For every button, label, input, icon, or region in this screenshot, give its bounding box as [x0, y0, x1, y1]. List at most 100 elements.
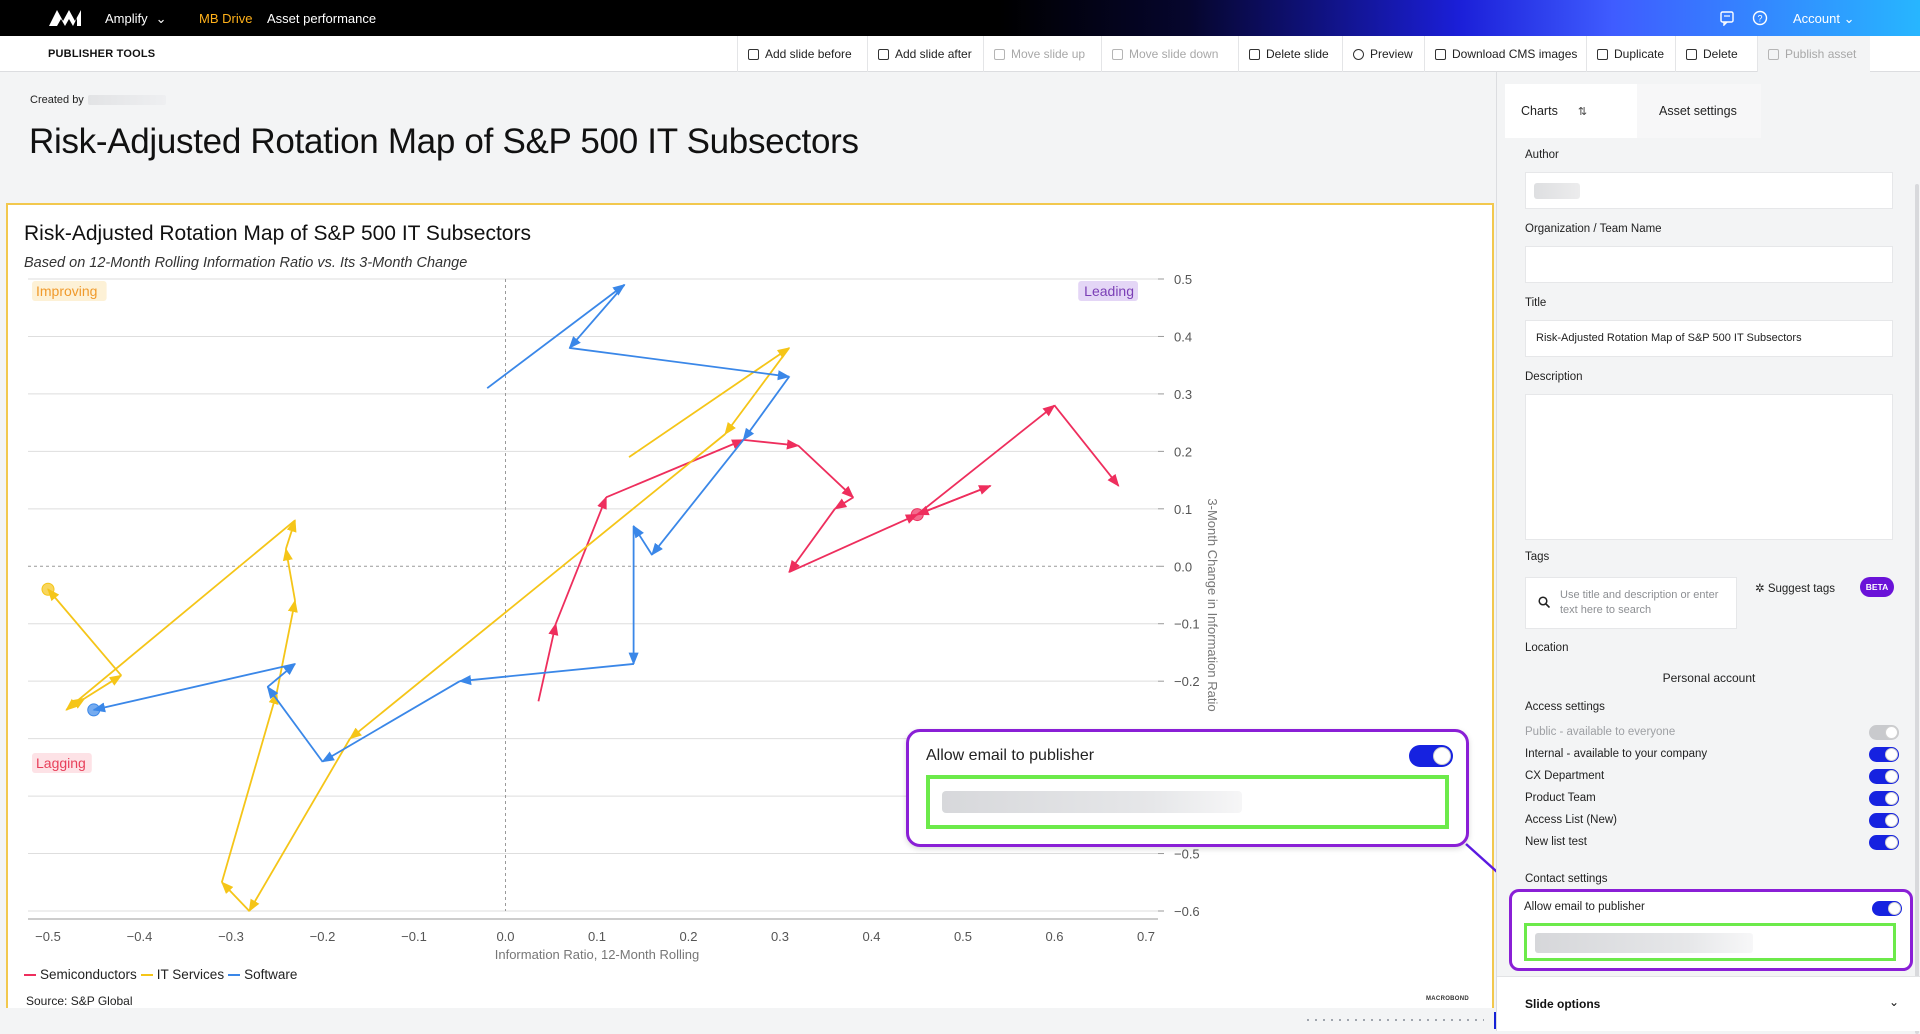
- rotation-map-chart: 0.5 0.4 0.3 0.2 0.1 0.0 −0.1 −0.2 −0.3 −0.4 −0.5 −0…: [28, 272, 1220, 962]
- access-cx-label: CX Department: [1525, 770, 1605, 782]
- nav-amplify[interactable]: Amplify ⌄: [105, 11, 167, 27]
- access-list-new-toggle[interactable]: [1869, 813, 1899, 828]
- redacted-email: [1535, 933, 1753, 953]
- x-tick-label: 0.3: [771, 929, 789, 944]
- slide-pager-dots[interactable]: [1304, 1019, 1484, 1021]
- delete-slide-button[interactable]: Delete slide: [1238, 36, 1342, 72]
- y-tick-label: 0.1: [1174, 502, 1192, 517]
- tab-asset-settings[interactable]: Asset settings: [1637, 84, 1761, 138]
- series-segment-it-services: [275, 599, 298, 693]
- publish-icon: [1768, 48, 1779, 60]
- nav-amplify-label: Amplify: [105, 11, 148, 26]
- slide-options-label: Slide options: [1525, 997, 1601, 1011]
- delete-slide-icon: [1249, 48, 1260, 60]
- panel-scrollbar[interactable]: [1915, 184, 1919, 1034]
- callout-allow-email-toggle[interactable]: [1409, 745, 1453, 767]
- access-public-toggle[interactable]: [1869, 725, 1899, 740]
- legend-label: IT Services: [156, 967, 225, 982]
- publish-asset-button[interactable]: Publish asset: [1757, 36, 1870, 72]
- nav-mb-drive[interactable]: MB Drive: [199, 11, 253, 26]
- chart-slide[interactable]: Risk-Adjusted Rotation Map of S&P 500 IT…: [6, 203, 1494, 1008]
- title-field[interactable]: Risk-Adjusted Rotation Map of S&P 500 IT…: [1525, 320, 1893, 357]
- y-tick-label: −0.1: [1174, 617, 1200, 632]
- x-tick-label: −0.1: [401, 929, 427, 944]
- add-slide-icon: [748, 48, 759, 60]
- series-segment-it-services: [65, 697, 86, 711]
- series-segment-semiconductors: [833, 496, 854, 510]
- series-segment-it-services: [47, 588, 122, 677]
- scroll-indicator: [1494, 1012, 1497, 1029]
- add-slide-after-button[interactable]: Add slide after: [867, 36, 983, 72]
- series-segment-software: [651, 439, 745, 556]
- tab-charts[interactable]: Charts ⇅: [1505, 84, 1637, 138]
- suggest-tags-button[interactable]: ✲ Suggest tags: [1755, 581, 1835, 595]
- delete-button[interactable]: Delete: [1675, 36, 1757, 72]
- org-field[interactable]: [1525, 246, 1893, 283]
- move-slide-up-button[interactable]: Move slide up: [983, 36, 1101, 72]
- series-segment-it-services: [220, 691, 279, 883]
- preview-label: Preview: [1370, 47, 1413, 61]
- download-cms-images-label: Download CMS images: [1452, 47, 1578, 61]
- x-tick-label: 0.7: [1137, 929, 1155, 944]
- description-label: Description: [1525, 371, 1583, 383]
- help-icon[interactable]: ?: [1752, 10, 1768, 26]
- legend-swatch: [24, 974, 36, 977]
- contact-email-field[interactable]: [1524, 923, 1896, 961]
- publisher-toolbar: PUBLISHER TOOLS Add slide before Add sli…: [0, 36, 1920, 72]
- redacted-author: [87, 95, 166, 106]
- access-cx-toggle[interactable]: [1869, 769, 1899, 784]
- location-value[interactable]: Personal account: [1662, 671, 1756, 685]
- legend-label: Semiconductors: [40, 967, 137, 982]
- legend-label: Software: [244, 967, 298, 982]
- y-tick-label: −0.5: [1174, 847, 1200, 862]
- callout-email-field[interactable]: [926, 775, 1449, 829]
- account-label: Account: [1793, 11, 1840, 26]
- sort-icon[interactable]: ⇅: [1577, 105, 1588, 118]
- title-label: Title: [1525, 297, 1547, 309]
- add-slide-before-button[interactable]: Add slide before: [737, 36, 867, 72]
- description-field[interactable]: [1525, 394, 1893, 540]
- legend-item-software: Software: [228, 967, 297, 982]
- preview-button[interactable]: Preview: [1342, 36, 1424, 72]
- x-tick-label: −0.2: [310, 929, 336, 944]
- series-latest-point-semiconductors: [910, 508, 924, 522]
- tags-search-input[interactable]: Use title and description or enter text …: [1525, 577, 1737, 629]
- author-field[interactable]: [1525, 172, 1893, 209]
- move-slide-up-label: Move slide up: [1011, 47, 1086, 61]
- move-slide-down-button[interactable]: Move slide down: [1101, 36, 1238, 72]
- tab-charts-label: Charts: [1521, 104, 1558, 118]
- duplicate-icon: [1597, 48, 1608, 60]
- series-segment-semiconductors: [916, 404, 1056, 516]
- feedback-icon[interactable]: [1719, 10, 1735, 26]
- series-segment-it-services: [282, 547, 296, 601]
- access-settings-label: Access settings: [1525, 701, 1605, 713]
- access-product-toggle[interactable]: [1869, 791, 1899, 806]
- page-title: Risk-Adjusted Rotation Map of S&P 500 IT…: [29, 122, 859, 161]
- sparkle-icon: ✲: [1755, 583, 1765, 595]
- y-axis-label: 3-Month Change in Information Ratio: [1205, 498, 1220, 711]
- chart-source: Source: S&P Global: [26, 994, 133, 1008]
- series-segment-software: [742, 376, 790, 441]
- access-new-list-toggle[interactable]: [1869, 835, 1899, 850]
- nav-asset-performance[interactable]: Asset performance: [267, 11, 377, 26]
- download-cms-images-button[interactable]: Download CMS images: [1424, 36, 1586, 72]
- slide-options-section[interactable]: Slide options ⌄: [1497, 976, 1920, 1031]
- y-tick-label: 0.4: [1174, 329, 1192, 344]
- access-new-list-label: New list test: [1525, 836, 1587, 848]
- suggest-tags-label: Suggest tags: [1767, 583, 1835, 595]
- contact-settings-box: Allow email to publisher: [1509, 889, 1913, 971]
- duplicate-label: Duplicate: [1614, 47, 1665, 61]
- amplify-logo-icon[interactable]: [48, 9, 82, 27]
- delete-label: Delete: [1703, 47, 1738, 61]
- access-internal-toggle[interactable]: [1869, 747, 1899, 762]
- quadrant-lagging-label: Lagging: [36, 755, 86, 771]
- access-product-row: Product Team: [1525, 791, 1905, 806]
- chart-subtitle: Based on 12-Month Rolling Information Ra…: [24, 255, 468, 271]
- series-segment-semiconductors: [605, 439, 745, 499]
- series-segment-it-services: [724, 347, 790, 436]
- allow-email-toggle[interactable]: [1872, 901, 1902, 916]
- account-menu[interactable]: Account ⌄: [1793, 11, 1855, 27]
- duplicate-button[interactable]: Duplicate: [1586, 36, 1675, 72]
- x-tick-label: −0.3: [218, 929, 244, 944]
- access-new-list-row: New list test: [1525, 835, 1905, 850]
